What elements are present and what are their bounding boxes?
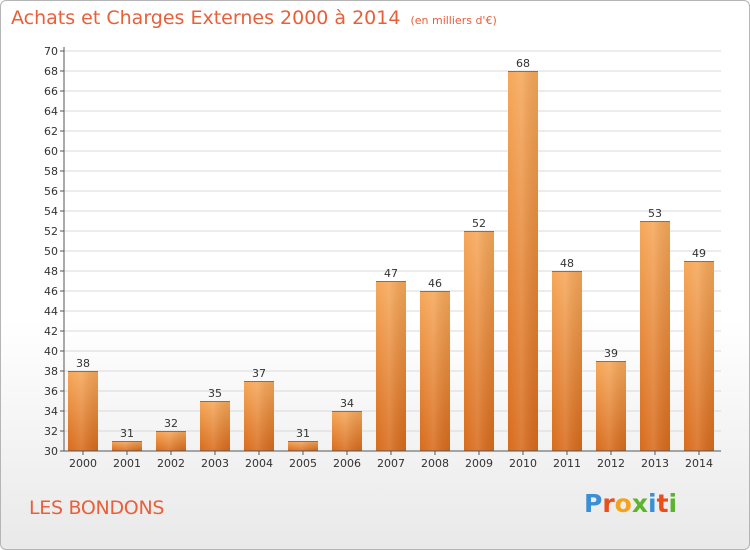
data-label: 48 [560,257,574,270]
y-tick-label: 42 [44,325,58,338]
x-tick-label: 2003 [201,457,229,470]
y-tick-label: 38 [44,365,58,378]
x-tick-label: 2007 [377,457,405,470]
logo-letter: r [602,489,615,518]
y-tick-label: 70 [44,45,58,58]
logo-letter: t [656,489,669,518]
logo-letter: i [648,489,657,518]
labels: 30 32 34 36 38 40 42 44 46 48 50 52 54 56 58 60 62 64 66 68… [44,45,713,470]
y-tick-label: 46 [44,285,58,298]
y-tick-label: 40 [44,345,58,358]
y-tick-label: 48 [44,265,58,278]
y-tick-label: 30 [44,445,58,458]
bar-shine [244,381,274,451]
data-label: 52 [472,217,486,230]
data-label: 37 [252,367,266,380]
x-tick-label: 2000 [69,457,97,470]
logo-letter: P [584,489,603,518]
x-tick-label: 2008 [421,457,449,470]
bar-shine [156,431,186,451]
chart-title-text: Achats et Charges Externes 2000 à 2014 [11,7,401,29]
data-label: 46 [428,277,442,290]
data-label: 35 [208,387,222,400]
chart-unit: (en milliers d'€) [410,14,497,27]
x-tick-label: 2006 [333,457,361,470]
bar-shine [684,261,714,451]
data-label: 32 [164,417,178,430]
bar-shine [420,291,450,451]
bar-shine [596,361,626,451]
bar-shine [68,371,98,451]
y-tick-label: 52 [44,225,58,238]
x-tick-label: 2010 [509,457,537,470]
bar-shine [508,71,538,451]
bar-shine [552,271,582,451]
bar-shine [112,441,142,451]
y-tick-label: 34 [44,405,58,418]
y-tick-label: 58 [44,165,58,178]
bar-shine [376,281,406,451]
y-tick-label: 54 [44,205,58,218]
chart-title: Achats et Charges Externes 2000 à 2014 (e… [11,7,497,29]
axes [60,47,721,455]
data-label: 68 [516,57,530,70]
bar-shine [640,221,670,451]
x-tick-label: 2013 [641,457,669,470]
data-label: 31 [296,427,310,440]
x-tick-label: 2002 [157,457,185,470]
x-tick-label: 2011 [553,457,581,470]
y-tick-label: 60 [44,145,58,158]
x-tick-label: 2012 [597,457,625,470]
bar-shine [200,401,230,451]
bar-shine [464,231,494,451]
logo-letter: x [631,489,648,518]
x-tick-label: 2009 [465,457,493,470]
y-tick-label: 50 [44,245,58,258]
x-tick-label: 2014 [685,457,713,470]
y-tick-label: 56 [44,185,58,198]
x-tick-label: 2005 [289,457,317,470]
commune-name: LES BONDONS [29,497,165,519]
logo-letter: i [668,489,678,518]
logo-letter: o [614,489,632,518]
y-tick-label: 64 [44,105,58,118]
data-label: 39 [604,347,618,360]
proxiti-logo: Proxiti [584,489,677,518]
x-tick-label: 2001 [113,457,141,470]
y-tick-label: 36 [44,385,58,398]
bars [68,71,714,451]
data-label: 49 [692,247,706,260]
y-tick-label: 68 [44,65,58,78]
data-label: 34 [340,397,354,410]
data-label: 47 [384,267,398,280]
data-label: 31 [120,427,134,440]
data-label: 38 [76,357,90,370]
bar-shine [288,441,318,451]
y-tick-label: 32 [44,425,58,438]
data-label: 53 [648,207,662,220]
y-tick-label: 66 [44,85,58,98]
bar-shine [332,411,362,451]
y-tick-label: 62 [44,125,58,138]
y-tick-label: 44 [44,305,58,318]
x-tick-label: 2004 [245,457,273,470]
